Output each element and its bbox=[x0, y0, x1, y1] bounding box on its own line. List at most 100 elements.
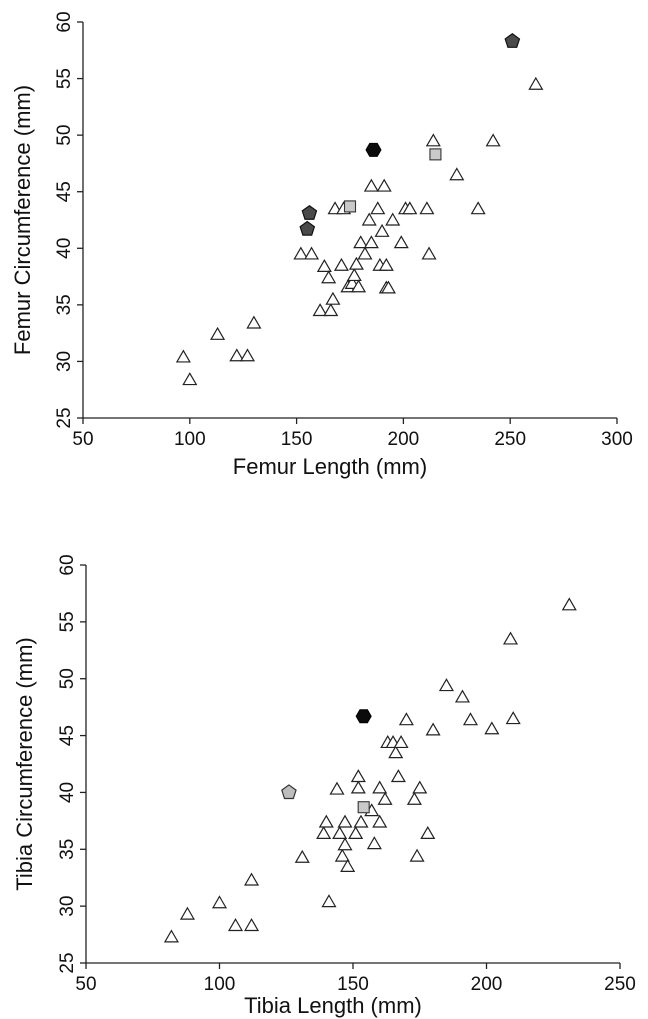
femur-point-triangle-open bbox=[370, 201, 386, 215]
tibia-point-triangle-open bbox=[244, 918, 260, 932]
tibia-point-triangle-open bbox=[353, 814, 369, 828]
femur-point-triangle-open bbox=[229, 348, 245, 362]
tibia-point-triangle-open bbox=[406, 791, 422, 805]
tibia-x-tick-label: 50 bbox=[75, 974, 96, 995]
femur-scatter-chart: 50 100 150 200 250 300 25 30 35 40 45 50 55 60 Femur L… bbox=[10, 11, 633, 479]
femur-point-triangle-open bbox=[325, 291, 341, 305]
tibia-point-triangle-open bbox=[350, 769, 366, 783]
tibia-scatter-panel: 50 100 150 200 250 25 30 35 40 45 50 55 60 Tibia Leng… bbox=[0, 520, 648, 1019]
femur-point-triangle-open bbox=[361, 212, 377, 226]
tibia-point-triangle-open bbox=[377, 791, 393, 805]
femur-point-triangle-open bbox=[304, 246, 320, 260]
tibia-y-tick-label: 45 bbox=[57, 725, 78, 746]
tibia-point-triangle-open bbox=[393, 734, 409, 749]
femur-y-tick-label: 60 bbox=[54, 11, 75, 32]
femur-x-tick-label: 150 bbox=[281, 429, 313, 450]
femur-point-triangle-open bbox=[385, 212, 401, 226]
femur-point-triangle-open bbox=[393, 235, 409, 249]
tibia-x-axis-title: Tibia Length (mm) bbox=[244, 993, 422, 1018]
femur-y-tick-label: 45 bbox=[54, 181, 75, 202]
femur-x-tick-label: 200 bbox=[388, 429, 420, 450]
femur-point-triangle-open bbox=[378, 257, 394, 271]
tibia-point-triangle-open bbox=[398, 712, 414, 726]
tibia-point-triangle-open bbox=[318, 814, 334, 828]
femur-point-triangle-open bbox=[293, 246, 309, 260]
tibia-point-triangle-open bbox=[321, 894, 337, 908]
femur-point-triangle-open bbox=[246, 315, 262, 329]
femur-point-hexagon-black bbox=[365, 142, 382, 157]
femur-point-triangle-open bbox=[363, 178, 379, 192]
femur-point-triangle-open bbox=[351, 279, 367, 293]
tibia-y-tick-label: 50 bbox=[57, 668, 78, 689]
femur-point-triangle-open bbox=[528, 76, 544, 90]
femur-point-triangle-open bbox=[485, 133, 501, 147]
femur-y-tick-label: 55 bbox=[54, 68, 75, 89]
tibia-point-triangle-open bbox=[502, 631, 519, 645]
femur-y-tick-label: 50 bbox=[54, 125, 75, 146]
tibia-x-tick-label: 200 bbox=[471, 974, 503, 995]
tibia-point-triangle-open bbox=[372, 814, 388, 828]
femur-point-triangle-open bbox=[376, 178, 392, 192]
tibia-point-triangle-open bbox=[329, 781, 345, 795]
femur-point-triangle-open bbox=[470, 201, 486, 215]
tibia-point-triangle-open bbox=[179, 906, 195, 920]
tibia-y-tick-label: 40 bbox=[57, 782, 78, 803]
femur-point-triangle-open bbox=[449, 167, 465, 181]
femur-point-triangle-open bbox=[210, 326, 226, 340]
tibia-y-tick-label: 60 bbox=[57, 554, 78, 575]
tibia-point-triangle-open bbox=[350, 780, 366, 794]
tibia-point-triangle-open bbox=[294, 849, 310, 863]
femur-point-triangle-open bbox=[312, 303, 328, 317]
tibia-y-tick-label: 30 bbox=[57, 896, 78, 917]
femur-x-tick-label: 250 bbox=[494, 429, 526, 450]
femur-x-axis-title: Femur Length (mm) bbox=[233, 454, 427, 479]
tibia-point-triangle-open bbox=[409, 848, 425, 862]
tibia-point-triangle-open bbox=[420, 825, 436, 839]
tibia-y-tick-label: 25 bbox=[57, 952, 78, 973]
tibia-point-triangle-open bbox=[454, 689, 471, 703]
femur-point-triangle-open bbox=[374, 223, 390, 237]
tibia-point-square-gray bbox=[357, 801, 370, 814]
tibia-point-triangle-open bbox=[227, 918, 244, 932]
femur-y-tick-label: 30 bbox=[54, 351, 75, 372]
tibia-scatter-chart: 50 100 150 200 250 25 30 35 40 45 50 55 60 Tibia Leng… bbox=[12, 554, 636, 1018]
tibia-point-triangle-open bbox=[163, 929, 179, 943]
femur-point-triangle-open bbox=[333, 257, 349, 271]
femur-point-triangle-open bbox=[323, 303, 339, 317]
femur-point-triangle-open bbox=[357, 246, 373, 260]
femur-point-triangle-open bbox=[380, 280, 396, 294]
tibia-point-triangle-open bbox=[334, 848, 350, 862]
femur-point-triangle-open bbox=[321, 270, 337, 284]
femur-point-pentagon-dark bbox=[504, 32, 521, 48]
tibia-point-triangle-open bbox=[561, 597, 577, 611]
femur-point-triangle-open bbox=[348, 256, 364, 270]
tibia-point-triangle-open bbox=[244, 872, 260, 886]
tibia-x-tick-label: 100 bbox=[204, 974, 236, 995]
femur-point-triangle-open bbox=[239, 348, 256, 362]
tibia-point-triangle-open bbox=[316, 825, 332, 839]
femur-x-tick-label: 100 bbox=[174, 429, 206, 450]
tibia-point-triangle-open bbox=[340, 858, 356, 872]
tibia-point-pentagon-light bbox=[281, 784, 297, 800]
tibia-y-tick-label: 35 bbox=[57, 839, 78, 860]
tibia-x-tick-label: 150 bbox=[337, 974, 369, 995]
femur-point-triangle-open bbox=[425, 133, 441, 147]
tibia-point-triangle-open bbox=[412, 780, 428, 794]
tibia-point-triangle-open bbox=[390, 769, 406, 783]
femur-y-tick-label: 35 bbox=[54, 294, 75, 315]
femur-y-tick-label: 40 bbox=[54, 238, 75, 259]
tibia-point-triangle-open bbox=[332, 825, 348, 839]
tibia-x-tick-label: 250 bbox=[604, 974, 636, 995]
femur-point-triangle-open bbox=[419, 201, 435, 215]
tibia-point-triangle-open bbox=[348, 825, 364, 839]
tibia-point-triangle-open bbox=[366, 836, 382, 850]
tibia-point-triangle-open bbox=[484, 721, 500, 735]
femur-point-pentagon-dark bbox=[299, 220, 316, 236]
femur-scatter-panel: 50 100 150 200 250 300 25 30 35 40 45 50 55 60 Femur L… bbox=[0, 0, 648, 500]
femur-point-triangle-open bbox=[421, 246, 437, 260]
femur-point-triangle-open bbox=[363, 235, 379, 249]
tibia-point-triangle-open bbox=[337, 837, 353, 851]
femur-y-axis-title: Femur Circumference (mm) bbox=[10, 85, 35, 355]
tibia-point-triangle-open bbox=[438, 678, 454, 692]
tibia-point-triangle-open bbox=[462, 712, 479, 726]
